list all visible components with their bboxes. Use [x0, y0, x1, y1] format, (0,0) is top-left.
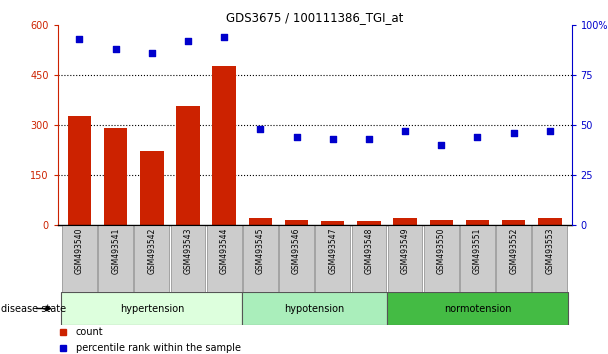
- FancyBboxPatch shape: [533, 225, 567, 292]
- FancyBboxPatch shape: [316, 225, 350, 292]
- Point: [75, 36, 85, 42]
- Point: [219, 34, 229, 40]
- FancyBboxPatch shape: [460, 225, 495, 292]
- FancyBboxPatch shape: [61, 292, 242, 325]
- FancyBboxPatch shape: [171, 225, 206, 292]
- Bar: [538, 218, 562, 225]
- Title: GDS3675 / 100111386_TGI_at: GDS3675 / 100111386_TGI_at: [226, 11, 403, 24]
- Point: [292, 134, 302, 139]
- Text: GSM493549: GSM493549: [401, 228, 410, 274]
- FancyBboxPatch shape: [207, 225, 241, 292]
- Point: [437, 142, 446, 148]
- Point: [255, 126, 265, 132]
- FancyBboxPatch shape: [424, 225, 458, 292]
- Bar: [140, 152, 164, 225]
- FancyBboxPatch shape: [98, 225, 133, 292]
- Text: count: count: [76, 327, 103, 337]
- Bar: [357, 222, 381, 225]
- Point: [509, 130, 519, 136]
- Text: GSM493548: GSM493548: [364, 228, 373, 274]
- Point: [545, 128, 554, 133]
- Text: GSM493541: GSM493541: [111, 228, 120, 274]
- Point: [147, 50, 157, 56]
- FancyBboxPatch shape: [496, 225, 531, 292]
- FancyBboxPatch shape: [242, 292, 387, 325]
- Text: percentile rank within the sample: percentile rank within the sample: [76, 343, 241, 353]
- Text: GSM493545: GSM493545: [256, 228, 265, 274]
- Point: [364, 136, 374, 142]
- Point: [111, 46, 120, 52]
- Text: GSM493542: GSM493542: [147, 228, 156, 274]
- Text: GSM493544: GSM493544: [219, 228, 229, 274]
- Point: [328, 136, 337, 142]
- Text: GSM493540: GSM493540: [75, 228, 84, 274]
- Text: GSM493543: GSM493543: [184, 228, 193, 274]
- Text: GSM493551: GSM493551: [473, 228, 482, 274]
- Text: GSM493547: GSM493547: [328, 228, 337, 274]
- FancyBboxPatch shape: [351, 225, 386, 292]
- Bar: [393, 218, 417, 225]
- Text: GSM493553: GSM493553: [545, 228, 554, 274]
- FancyBboxPatch shape: [243, 225, 278, 292]
- Text: hypotension: hypotension: [285, 303, 345, 314]
- Text: disease state: disease state: [1, 303, 66, 314]
- Text: GSM493546: GSM493546: [292, 228, 301, 274]
- Bar: [212, 67, 236, 225]
- Bar: [67, 116, 91, 225]
- Text: GSM493552: GSM493552: [509, 228, 518, 274]
- Bar: [104, 128, 128, 225]
- FancyBboxPatch shape: [279, 225, 314, 292]
- Bar: [502, 220, 525, 225]
- FancyBboxPatch shape: [62, 225, 97, 292]
- Bar: [249, 218, 272, 225]
- Text: normotension: normotension: [444, 303, 511, 314]
- FancyBboxPatch shape: [134, 225, 169, 292]
- Bar: [429, 220, 453, 225]
- Bar: [466, 220, 489, 225]
- Bar: [176, 107, 200, 225]
- Bar: [321, 222, 345, 225]
- FancyBboxPatch shape: [388, 225, 423, 292]
- Point: [472, 134, 482, 139]
- Bar: [285, 220, 308, 225]
- FancyBboxPatch shape: [387, 292, 568, 325]
- Text: hypertension: hypertension: [120, 303, 184, 314]
- Point: [400, 128, 410, 133]
- Text: GSM493550: GSM493550: [437, 228, 446, 274]
- Point: [183, 38, 193, 44]
